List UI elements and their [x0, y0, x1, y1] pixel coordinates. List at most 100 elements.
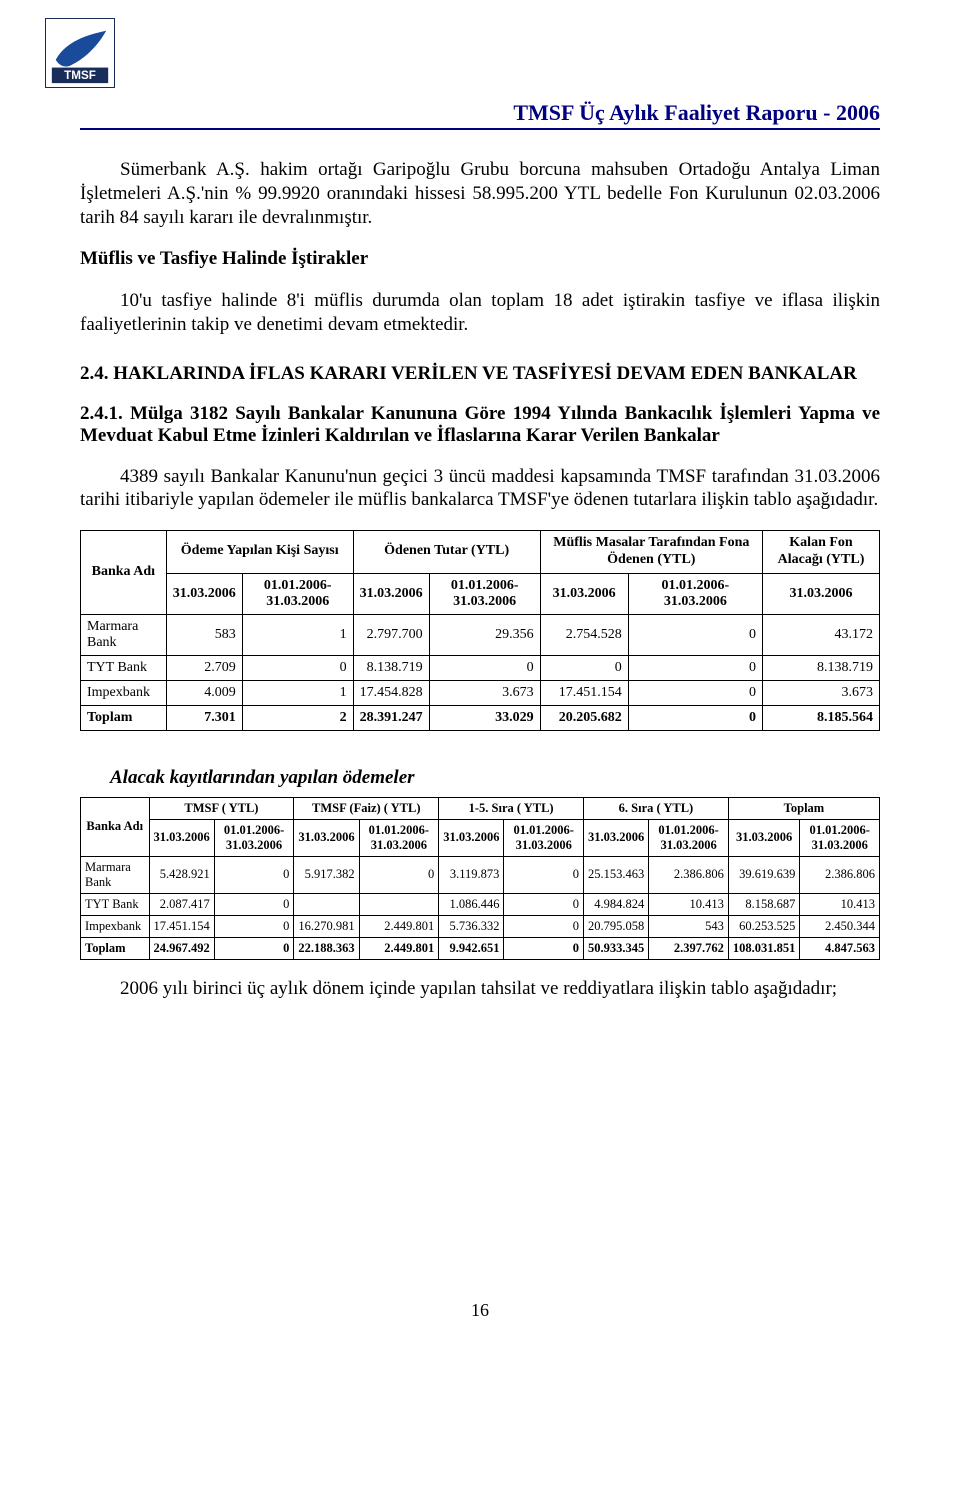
table-total-row: Toplam 7.301 2 28.391.247 33.029 20.205.…: [81, 705, 880, 730]
t2-col-bank: Banka Adı: [81, 797, 150, 856]
cell: 583: [166, 614, 242, 655]
cell: 0: [504, 937, 584, 959]
cell: 0: [359, 856, 439, 893]
heading-2-4-1: 2.4.1. Mülga 3182 Sayılı Bankalar Kanunu…: [80, 403, 880, 447]
t2-sub: 31.03.2006: [584, 819, 649, 856]
cell: 108.031.851: [728, 937, 800, 959]
cell: 43.172: [763, 614, 880, 655]
cell: 3.673: [429, 680, 540, 705]
t2-sub: 01.01.2006- 31.03.2006: [649, 819, 729, 856]
t2-sub: 01.01.2006- 31.03.2006: [359, 819, 439, 856]
cell: 4.984.824: [584, 893, 649, 915]
cell: 0: [214, 856, 294, 893]
cell: 0: [214, 937, 294, 959]
cell: 5.736.332: [439, 915, 504, 937]
cell: Toplam: [81, 937, 150, 959]
cell: 33.029: [429, 705, 540, 730]
paragraph-3: 4389 sayılı Bankalar Kanunu'nun geçici 3…: [80, 465, 880, 513]
cell: 29.356: [429, 614, 540, 655]
cell: 20.795.058: [584, 915, 649, 937]
cell: 0: [628, 614, 762, 655]
cell: 60.253.525: [728, 915, 800, 937]
t1-col-bank: Banka Adı: [81, 531, 167, 615]
cell: 9.942.651: [439, 937, 504, 959]
cell: 28.391.247: [353, 705, 429, 730]
cell: 8.158.687: [728, 893, 800, 915]
cell: 0: [504, 856, 584, 893]
cell: 8.185.564: [763, 705, 880, 730]
cell: 2: [242, 705, 353, 730]
cell: 3.673: [763, 680, 880, 705]
cell: 0: [628, 680, 762, 705]
cell: 0: [540, 655, 628, 680]
cell: 24.967.492: [149, 937, 214, 959]
paragraph-2: 10'u tasfiye halinde 8'i müflis durumda …: [80, 289, 880, 337]
t2-sub: 31.03.2006: [439, 819, 504, 856]
cell: 10.413: [649, 893, 729, 915]
cell: 2.386.806: [800, 856, 880, 893]
cell: 5.917.382: [294, 856, 359, 893]
cell: [294, 893, 359, 915]
cell: 10.413: [800, 893, 880, 915]
cell: 3.119.873: [439, 856, 504, 893]
t1-col-tutar: Ödenen Tutar (YTL): [353, 531, 540, 574]
cell: 8.138.719: [763, 655, 880, 680]
cell: Marmara Bank: [81, 856, 150, 893]
svg-text:TMSF: TMSF: [64, 69, 96, 82]
table-row: Impexbank 4.009 1 17.454.828 3.673 17.45…: [81, 680, 880, 705]
cell: 2.709: [166, 655, 242, 680]
cell: 2.449.801: [359, 937, 439, 959]
cell: 0: [214, 915, 294, 937]
alacak-heading: Alacak kayıtlarından yapılan ödemeler: [110, 767, 880, 789]
t2-sub: 01.01.2006- 31.03.2006: [214, 819, 294, 856]
cell: 0: [628, 705, 762, 730]
cell: Impexbank: [81, 915, 150, 937]
t2-sub: 01.01.2006- 31.03.2006: [800, 819, 880, 856]
table-total-row: Toplam 24.967.492 0 22.188.363 2.449.801…: [81, 937, 880, 959]
cell: 2.449.801: [359, 915, 439, 937]
cell: 543: [649, 915, 729, 937]
cell: 2.754.528: [540, 614, 628, 655]
cell: Marmara Bank: [81, 614, 167, 655]
cell: TYT Bank: [81, 893, 150, 915]
payments-table: Banka Adı Ödeme Yapılan Kişi Sayısı Öden…: [80, 530, 880, 731]
table-row: Marmara Bank 583 1 2.797.700 29.356 2.75…: [81, 614, 880, 655]
cell: 2.450.344: [800, 915, 880, 937]
table-row: TYT Bank 2.709 0 8.138.719 0 0 0 8.138.7…: [81, 655, 880, 680]
t2-sub: 31.03.2006: [149, 819, 214, 856]
t2-g2: 1-5. Sıra ( YTL): [439, 797, 584, 819]
cell: 2.797.700: [353, 614, 429, 655]
cell: 17.454.828: [353, 680, 429, 705]
t2-sub: 31.03.2006: [294, 819, 359, 856]
cell: 1: [242, 614, 353, 655]
t2-sub: 31.03.2006: [728, 819, 800, 856]
cell: 25.153.463: [584, 856, 649, 893]
cell: 39.619.639: [728, 856, 800, 893]
page-root: TMSF TMSF Üç Aylık Faaliyet Raporu - 200…: [0, 0, 960, 1351]
cell: 8.138.719: [353, 655, 429, 680]
t1-sub: 31.03.2006: [540, 573, 628, 614]
cell: 0: [242, 655, 353, 680]
cell: 2.397.762: [649, 937, 729, 959]
t1-sub: 31.03.2006: [166, 573, 242, 614]
t2-g0: TMSF ( YTL): [149, 797, 294, 819]
table-row: Marmara Bank 5.428.921 0 5.917.382 0 3.1…: [81, 856, 880, 893]
cell: 2.386.806: [649, 856, 729, 893]
subsection-muflis-title: Müflis ve Tasfiye Halinde İştirakler: [80, 247, 880, 271]
cell: 1.086.446: [439, 893, 504, 915]
cell: 20.205.682: [540, 705, 628, 730]
cell: 17.451.154: [149, 915, 214, 937]
cell: 0: [504, 915, 584, 937]
cell: 17.451.154: [540, 680, 628, 705]
cell: 0: [429, 655, 540, 680]
table-row: TYT Bank 2.087.417 0 1.086.446 0 4.984.8…: [81, 893, 880, 915]
receivables-table: Banka Adı TMSF ( YTL) TMSF (Faiz) ( YTL)…: [80, 797, 880, 960]
cell: 2.087.417: [149, 893, 214, 915]
t1-col-kalan: Kalan Fon Alacağı (YTL): [763, 531, 880, 574]
cell: 0: [504, 893, 584, 915]
t1-col-muflis: Müflis Masalar Tarafından Fona Ödenen (Y…: [540, 531, 762, 574]
footer-paragraph: 2006 yılı birinci üç aylık dönem içinde …: [80, 978, 880, 1000]
paragraph-1: Sümerbank A.Ş. hakim ortağı Garipoğlu Gr…: [80, 158, 880, 229]
cell: TYT Bank: [81, 655, 167, 680]
cell: 4.009: [166, 680, 242, 705]
